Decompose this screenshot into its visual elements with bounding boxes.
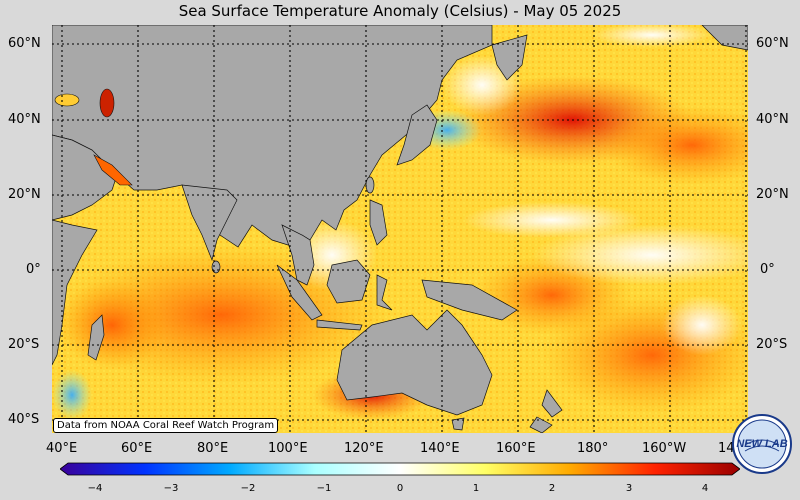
new-guinea (421, 279, 518, 321)
colorbar (60, 462, 740, 476)
lat-label-left: 40°S (8, 412, 40, 427)
new-zealand (541, 389, 563, 418)
arabia-landmass (52, 134, 118, 221)
colorbar-tick: 4 (701, 483, 709, 494)
lon-label: 160°W (642, 441, 687, 456)
africa-landmass (52, 219, 98, 366)
lon-label: 120°E (344, 441, 384, 456)
data-credit: Data from NOAA Coral Reef Watch Program (53, 418, 279, 433)
lon-label: 100°E (268, 441, 308, 456)
lon-label: 160°E (496, 441, 536, 456)
lat-label-right: 60°N (756, 36, 789, 51)
colorbar-tick: 0 (396, 483, 404, 494)
lon-label: 60°E (121, 441, 153, 456)
sst-map (52, 25, 748, 433)
sulawesi (376, 274, 393, 311)
lat-label-left: 40°N (8, 112, 41, 127)
lat-label-right: 40°N (756, 112, 789, 127)
lon-label: 40°E (46, 441, 78, 456)
lat-label-right: 20°S (756, 337, 788, 352)
colorbar-tick: 1 (472, 483, 480, 494)
colorbar-tick: −4 (87, 483, 103, 494)
java (316, 319, 363, 331)
lon-label: 140°E (420, 441, 460, 456)
philippines (369, 199, 388, 246)
lon-label: 80°E (197, 441, 229, 456)
colorbar-tick: −2 (240, 483, 256, 494)
logo-text: NEW LAB (736, 438, 787, 450)
north-america-corner (701, 25, 748, 51)
colorbar-tick: 3 (625, 483, 633, 494)
borneo (326, 259, 371, 304)
lat-label-left: 20°N (8, 187, 41, 202)
lat-label-right: 20°N (756, 187, 789, 202)
inland-seas (54, 88, 133, 186)
map-title: Sea Surface Temperature Anomaly (Celsius… (178, 2, 622, 20)
lat-label-left: 0° (26, 262, 41, 277)
colorbar-tick: −1 (316, 483, 332, 494)
madagascar (87, 314, 105, 361)
lon-label: 180° (577, 441, 609, 456)
lat-label-right: 0° (760, 262, 775, 277)
australia-landmass (336, 309, 493, 416)
lat-label-left: 60°N (8, 36, 41, 51)
lat-label-left: 20°S (8, 337, 40, 352)
colorbar-tick: 2 (548, 483, 556, 494)
land-masses (52, 25, 748, 433)
colorbar-tick: −3 (163, 483, 179, 494)
lab-logo: NEW LAB (731, 413, 793, 475)
